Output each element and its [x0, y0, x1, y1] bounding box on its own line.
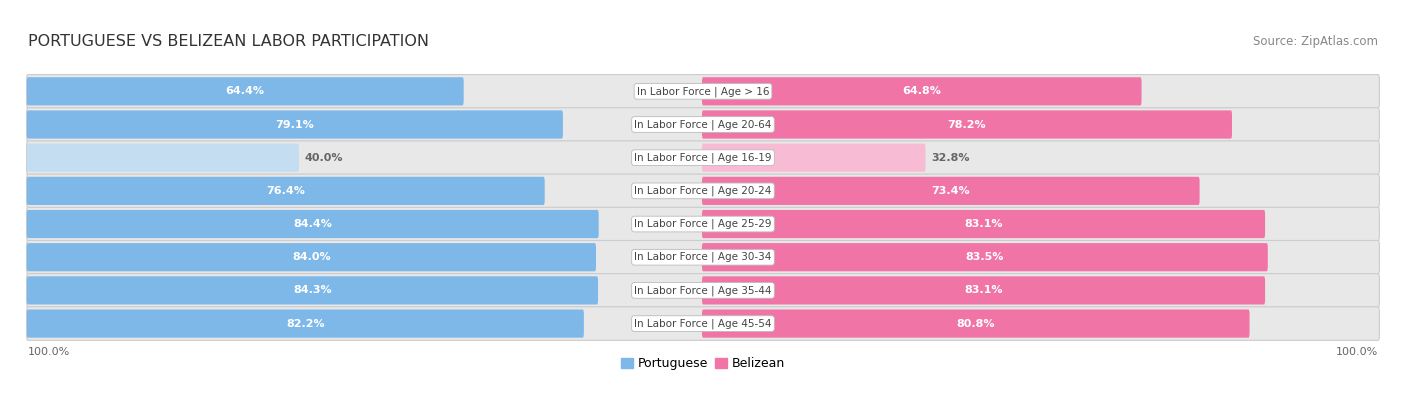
FancyBboxPatch shape — [27, 144, 299, 172]
FancyBboxPatch shape — [702, 310, 1250, 338]
Text: In Labor Force | Age > 16: In Labor Force | Age > 16 — [637, 86, 769, 96]
Text: 78.2%: 78.2% — [948, 120, 986, 130]
FancyBboxPatch shape — [27, 307, 1379, 340]
FancyBboxPatch shape — [27, 207, 1379, 241]
Text: In Labor Force | Age 30-34: In Labor Force | Age 30-34 — [634, 252, 772, 262]
Text: Source: ZipAtlas.com: Source: ZipAtlas.com — [1253, 35, 1378, 48]
FancyBboxPatch shape — [27, 276, 598, 305]
Text: In Labor Force | Age 20-24: In Labor Force | Age 20-24 — [634, 186, 772, 196]
Text: 64.8%: 64.8% — [903, 87, 941, 96]
FancyBboxPatch shape — [702, 144, 925, 172]
Text: 76.4%: 76.4% — [266, 186, 305, 196]
Text: 84.3%: 84.3% — [292, 286, 332, 295]
Text: In Labor Force | Age 25-29: In Labor Force | Age 25-29 — [634, 219, 772, 229]
Text: PORTUGUESE VS BELIZEAN LABOR PARTICIPATION: PORTUGUESE VS BELIZEAN LABOR PARTICIPATI… — [28, 34, 429, 49]
FancyBboxPatch shape — [27, 274, 1379, 307]
Text: 84.4%: 84.4% — [294, 219, 332, 229]
Text: 83.1%: 83.1% — [965, 219, 1002, 229]
Text: In Labor Force | Age 45-54: In Labor Force | Age 45-54 — [634, 318, 772, 329]
Text: 80.8%: 80.8% — [956, 319, 995, 329]
Text: In Labor Force | Age 35-44: In Labor Force | Age 35-44 — [634, 285, 772, 295]
Text: In Labor Force | Age 16-19: In Labor Force | Age 16-19 — [634, 152, 772, 163]
FancyBboxPatch shape — [702, 276, 1265, 305]
Text: In Labor Force | Age 20-64: In Labor Force | Age 20-64 — [634, 119, 772, 130]
Text: 100.0%: 100.0% — [28, 347, 70, 357]
Text: 64.4%: 64.4% — [226, 87, 264, 96]
FancyBboxPatch shape — [702, 243, 1268, 271]
FancyBboxPatch shape — [27, 177, 544, 205]
FancyBboxPatch shape — [27, 108, 1379, 141]
Text: 79.1%: 79.1% — [276, 120, 314, 130]
FancyBboxPatch shape — [27, 241, 1379, 274]
Text: 100.0%: 100.0% — [1336, 347, 1378, 357]
FancyBboxPatch shape — [27, 174, 1379, 208]
Text: 73.4%: 73.4% — [931, 186, 970, 196]
Text: 84.0%: 84.0% — [292, 252, 330, 262]
FancyBboxPatch shape — [702, 177, 1199, 205]
FancyBboxPatch shape — [27, 141, 1379, 175]
Text: 83.1%: 83.1% — [965, 286, 1002, 295]
Legend: Portuguese, Belizean: Portuguese, Belizean — [620, 357, 786, 371]
Text: 32.8%: 32.8% — [931, 153, 970, 163]
FancyBboxPatch shape — [27, 210, 599, 238]
FancyBboxPatch shape — [27, 111, 562, 139]
FancyBboxPatch shape — [702, 210, 1265, 238]
Text: 83.5%: 83.5% — [966, 252, 1004, 262]
Text: 82.2%: 82.2% — [285, 319, 325, 329]
FancyBboxPatch shape — [27, 243, 596, 271]
FancyBboxPatch shape — [27, 310, 583, 338]
Text: 40.0%: 40.0% — [305, 153, 343, 163]
FancyBboxPatch shape — [27, 77, 464, 105]
FancyBboxPatch shape — [702, 111, 1232, 139]
FancyBboxPatch shape — [27, 75, 1379, 108]
FancyBboxPatch shape — [702, 77, 1142, 105]
